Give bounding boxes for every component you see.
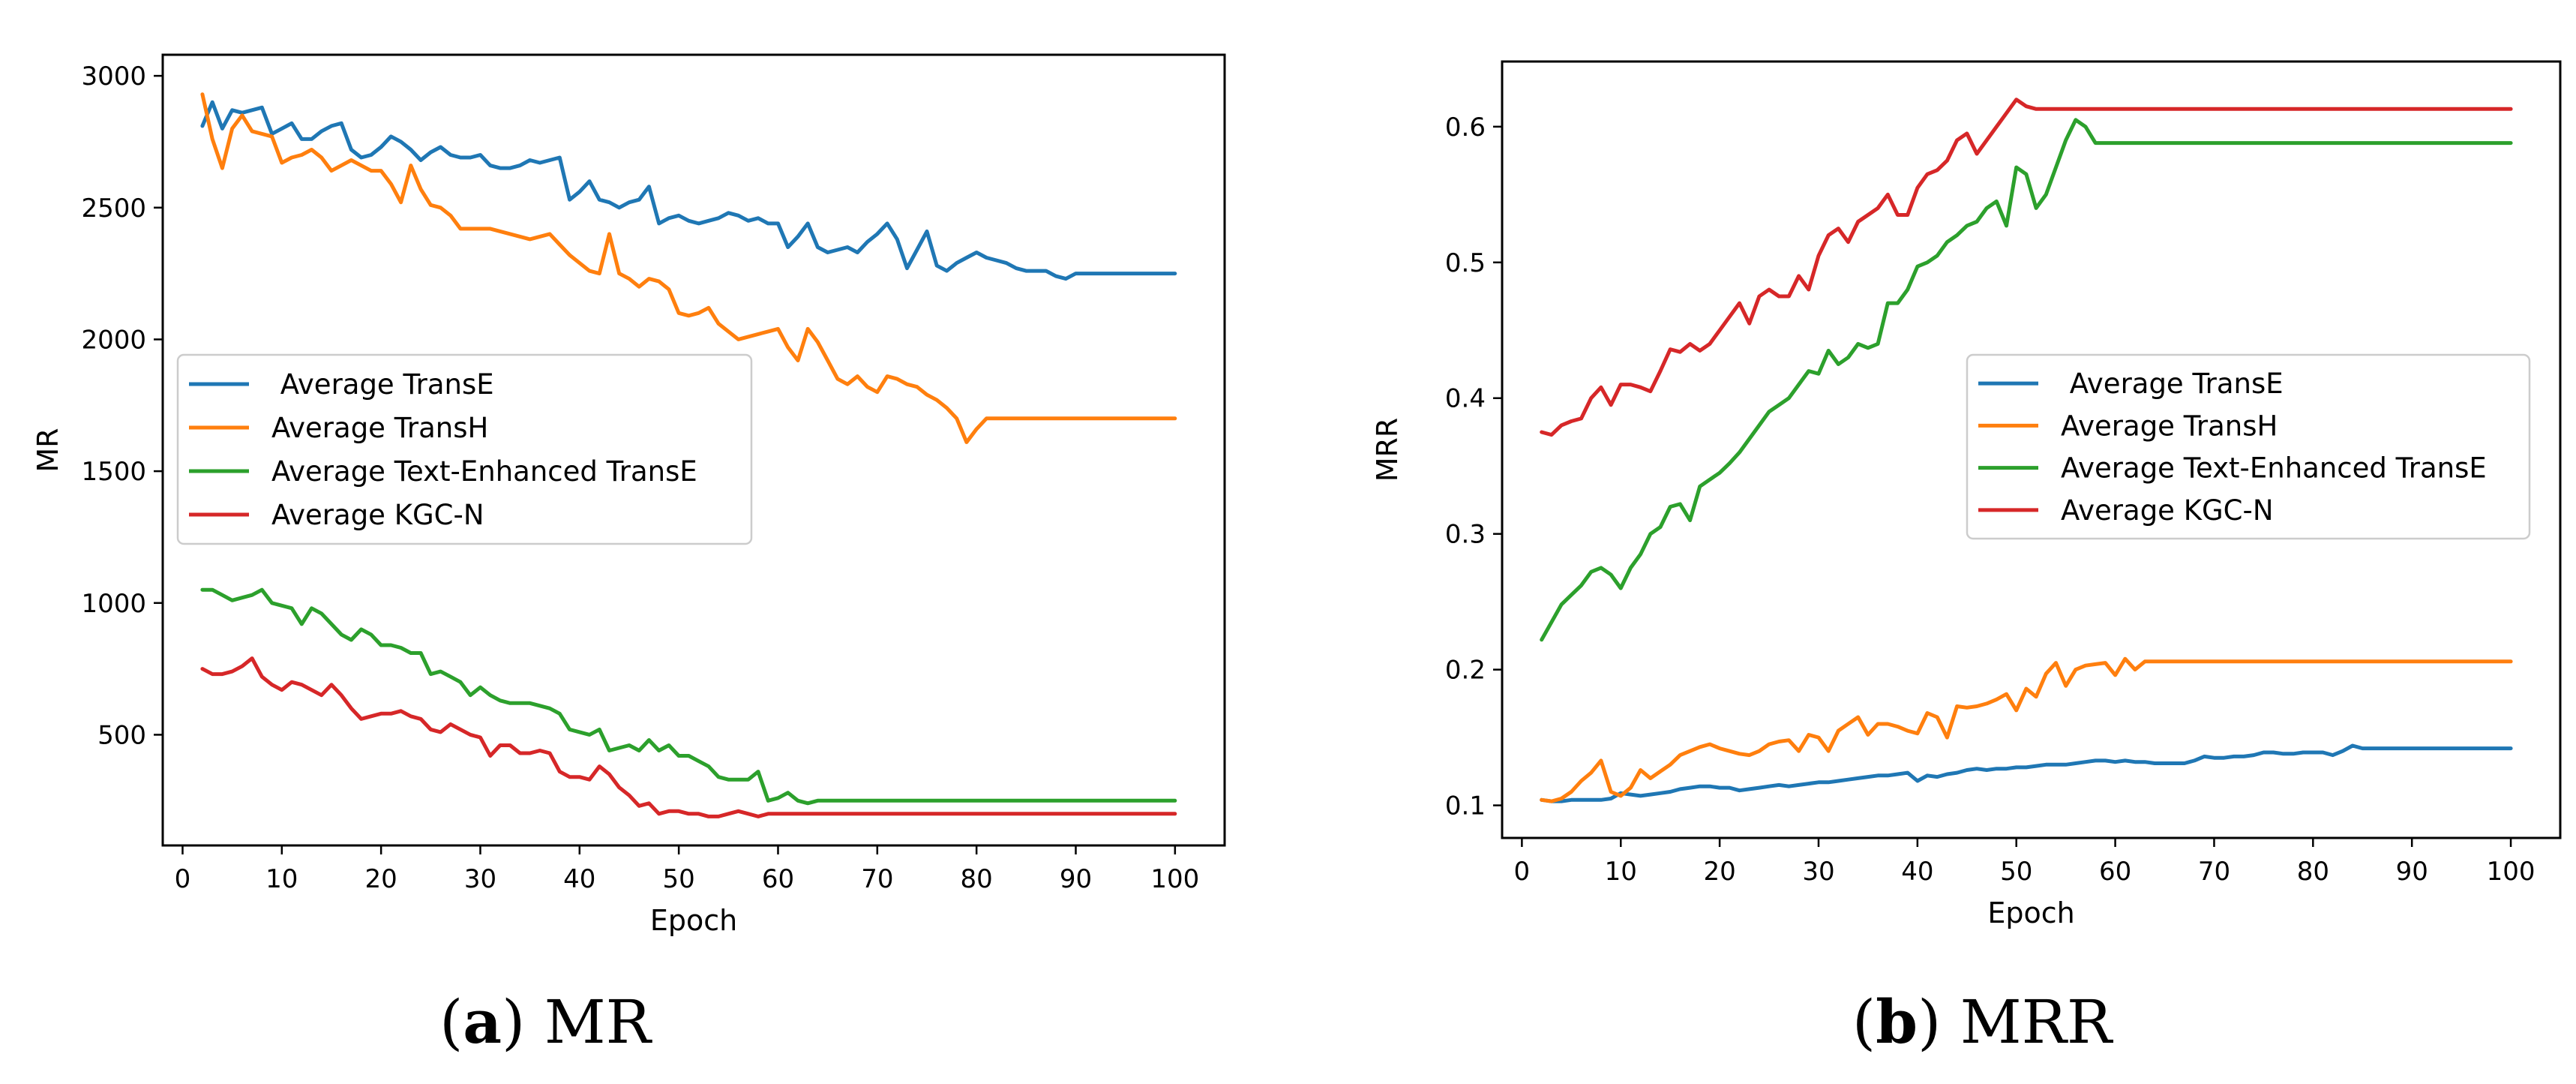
mr-y-tick-label: 3000 bbox=[81, 62, 146, 92]
mr-series-line-average-transh bbox=[200, 92, 1177, 444]
mrr-y-tick-label: 0.2 bbox=[1445, 656, 1486, 686]
mrr-x-tick-label: 80 bbox=[2297, 857, 2329, 887]
mrr-x-tick-label: 70 bbox=[2198, 857, 2230, 887]
mrr-x-tick-label: 0 bbox=[1514, 857, 1531, 887]
mr-series-line-average-transe bbox=[200, 100, 1177, 281]
mrr-legend-label: Average KGC-N bbox=[2061, 494, 2274, 527]
mrr-legend-box bbox=[1966, 353, 2531, 540]
mr-legend: Average TransE Average TransH Average Text… bbox=[176, 353, 753, 545]
mr-x-tick-label: 40 bbox=[563, 864, 595, 894]
caption-a-letter: a bbox=[463, 986, 502, 1057]
mrr-y-tick-label: 0.4 bbox=[1445, 384, 1486, 414]
mr-y-tick-label: 2500 bbox=[81, 194, 146, 224]
mr-x-tick-label: 80 bbox=[961, 864, 993, 894]
mr-x-tick-label: 10 bbox=[265, 864, 298, 894]
mrr-y-axis-label: MRR bbox=[1371, 418, 1404, 482]
mr-x-tick-label: 70 bbox=[861, 864, 893, 894]
mrr-series-line-average-text-enhanced-transe bbox=[1540, 118, 2513, 642]
mrr-x-tick-label: 90 bbox=[2396, 857, 2428, 887]
mr-y-tick-label: 1000 bbox=[81, 589, 146, 619]
mrr-series-line-average-transh bbox=[1540, 656, 2513, 803]
mr-x-tick-label: 0 bbox=[175, 864, 191, 894]
mr-y-tick-label: 1500 bbox=[81, 457, 146, 487]
caption-b-letter: b bbox=[1876, 986, 1918, 1057]
mrr-series-line-average-kgc-n bbox=[1540, 98, 2513, 437]
chart-panel-mrr: 0 10 20 30 40 50 60 70 80 90 100 0.1 0.2 0.3 0.4 0.5 0.6… bbox=[1371, 60, 2562, 929]
mrr-x-tick-label: 100 bbox=[2487, 857, 2536, 887]
mr-y-tick-label: 500 bbox=[97, 720, 146, 750]
mrr-y-tick-label: 0.6 bbox=[1445, 113, 1486, 143]
caption-a-text: MR bbox=[544, 987, 653, 1057]
mrr-legend: Average TransE Average TransH Average Text… bbox=[1966, 353, 2531, 540]
mr-legend-box bbox=[176, 353, 753, 545]
mr-y-tick-label: 2000 bbox=[81, 325, 146, 355]
mr-x-tick-label: 30 bbox=[464, 864, 496, 894]
mrr-x-tick-label: 40 bbox=[1901, 857, 1933, 887]
mr-x-tick-label: 100 bbox=[1150, 864, 1199, 894]
chart-panel-mr: 0 10 20 30 40 50 60 70 80 90 100 500 1000 1500 2000 250… bbox=[31, 53, 1226, 937]
mr-legend-label: Average TransH bbox=[271, 412, 488, 444]
mrr-series-line-average-transe bbox=[1540, 743, 2513, 803]
mr-legend-label: Average Text-Enhanced TransE bbox=[271, 455, 697, 488]
mrr-x-tick-label: 50 bbox=[2000, 857, 2032, 887]
mr-x-tick-label: 50 bbox=[663, 864, 695, 894]
mrr-x-tick-label: 60 bbox=[2099, 857, 2131, 887]
mrr-x-tick-label: 10 bbox=[1605, 857, 1637, 887]
mrr-y-tick-label: 0.1 bbox=[1445, 791, 1486, 821]
mrr-plot-frame bbox=[1501, 60, 2562, 839]
mr-legend-label: Average KGC-N bbox=[271, 499, 484, 531]
mr-plot-frame bbox=[161, 53, 1226, 847]
mr-series-line-average-text-enhanced-transe bbox=[200, 587, 1177, 806]
mr-legend-label: Average TransE bbox=[271, 368, 494, 401]
mr-x-tick-label: 20 bbox=[365, 864, 397, 894]
mrr-y-tick-label: 0.3 bbox=[1445, 520, 1486, 550]
mrr-x-tick-label: 30 bbox=[1802, 857, 1834, 887]
caption-b-text: MRR bbox=[1960, 987, 2114, 1057]
caption-b: (b) MRR bbox=[1852, 986, 2114, 1057]
mrr-x-axis-label: Epoch bbox=[1987, 896, 2074, 929]
mrr-x-tick-label: 20 bbox=[1703, 857, 1735, 887]
caption-a: (a) MR bbox=[439, 986, 653, 1057]
mr-x-tick-label: 90 bbox=[1060, 864, 1092, 894]
mrr-y-tick-label: 0.5 bbox=[1445, 248, 1486, 278]
mrr-legend-label: Average TransE bbox=[2061, 368, 2284, 400]
mr-x-axis-label: Epoch bbox=[650, 904, 737, 937]
mrr-legend-label: Average TransH bbox=[2061, 410, 2278, 442]
mr-series-line-average-kgc-n bbox=[200, 656, 1177, 818]
mr-y-axis-label: MR bbox=[31, 428, 64, 472]
mr-x-tick-label: 60 bbox=[762, 864, 794, 894]
mrr-legend-label: Average Text-Enhanced TransE bbox=[2061, 452, 2487, 485]
